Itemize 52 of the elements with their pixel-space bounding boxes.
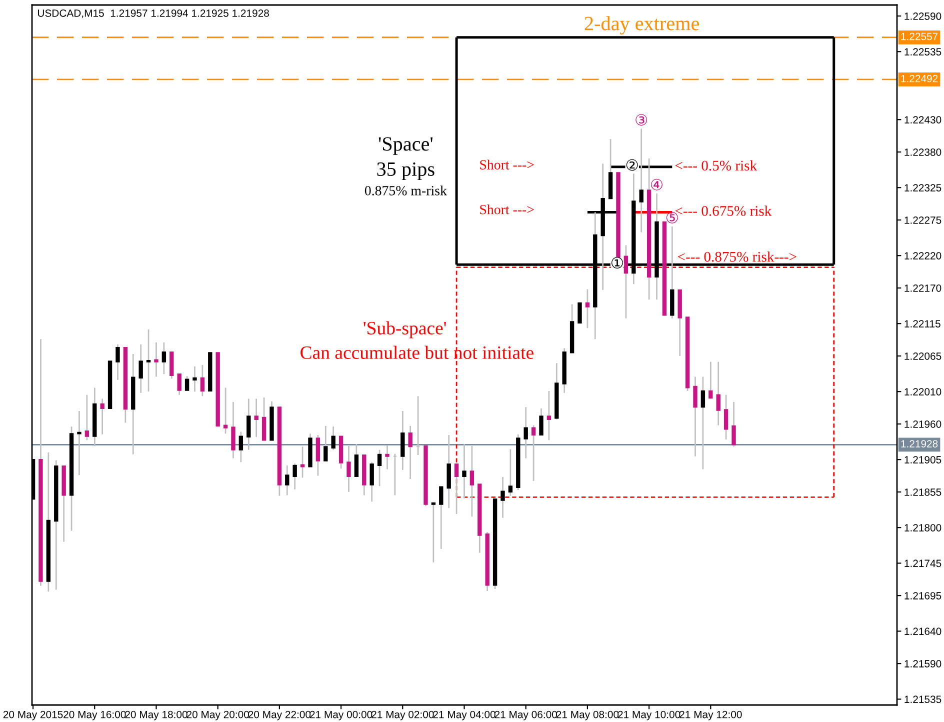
y-tick-label: 1.22275: [904, 216, 942, 224]
y-tick-label: 1.22010: [904, 388, 942, 396]
y-tick-label: 1.21640: [904, 628, 942, 636]
x-tick-label: 21 May 08:00: [556, 710, 619, 720]
x-tick-label: 21 May 02:00: [372, 710, 434, 720]
x-tick-label: 21 May 10:00: [618, 710, 680, 720]
annotation: 35 pips: [377, 162, 434, 180]
x-tick-label: 20 May 16:00: [64, 710, 126, 720]
y-tick-label: 1.21535: [904, 696, 942, 704]
x-tick-label: 20 May 2015: [3, 710, 63, 720]
x-tick-label: 21 May 06:00: [494, 710, 557, 720]
annotation: <--- 0.675% risk: [675, 206, 772, 216]
x-tick-label: 20 May 22:00: [248, 710, 311, 720]
annotation: ③: [636, 114, 648, 126]
ref-line-label: 1.22557: [901, 32, 938, 40]
y-tick-label: 1.22115: [904, 320, 940, 328]
annotation: 2-day extreme: [584, 16, 699, 34]
y-tick-label: 1.21800: [904, 524, 942, 532]
y-tick-label: 1.21905: [904, 456, 942, 464]
annotation: 'Sub-space': [364, 321, 446, 338]
x-tick-label: 21 May 12:00: [680, 710, 742, 720]
y-tick-label: 1.21855: [904, 488, 942, 496]
ref-line-label: 1.21928: [901, 440, 938, 448]
chart-title: USDCAD,M15 1.21957 1.21994 1.21925 1.21928: [38, 9, 269, 18]
annotation: <--- 0.875% risk--->: [678, 251, 796, 262]
x-tick-label: 20 May 18:00: [125, 710, 188, 720]
annotation: ②: [626, 159, 638, 171]
annotation: ①: [612, 257, 623, 268]
y-tick-label: 1.22220: [904, 252, 942, 260]
annotation: Short --->: [480, 204, 534, 214]
annotation: 'Space': [378, 137, 433, 155]
y-tick-label: 1.21745: [904, 560, 942, 568]
annotation: Short --->: [480, 160, 534, 170]
y-tick-label: 1.22065: [904, 352, 942, 360]
x-tick-label: 21 May 04:00: [433, 710, 496, 720]
y-tick-label: 1.21960: [904, 420, 942, 428]
y-tick-label: 1.21590: [904, 660, 942, 668]
y-tick-label: 1.22325: [904, 184, 942, 192]
annotation: 0.875% m-risk: [364, 186, 447, 196]
x-tick-label: 21 May 00:00: [310, 710, 372, 720]
y-tick-label: 1.21695: [904, 592, 942, 600]
annotation: Can accumulate but not initiate: [300, 346, 534, 359]
y-tick-label: 1.22590: [904, 12, 942, 20]
y-tick-label: 1.22535: [904, 48, 942, 56]
annotation: ⑤: [666, 212, 678, 224]
annotation: ④: [651, 178, 662, 190]
y-tick-label: 1.22430: [904, 116, 942, 124]
x-tick-label: 20 May 20:00: [186, 710, 249, 720]
ref-line-label: 1.22492: [901, 74, 938, 82]
y-tick-label: 1.22380: [904, 148, 942, 156]
y-tick-label: 1.22170: [904, 284, 942, 292]
annotation: <--- 0.5% risk: [675, 160, 758, 171]
